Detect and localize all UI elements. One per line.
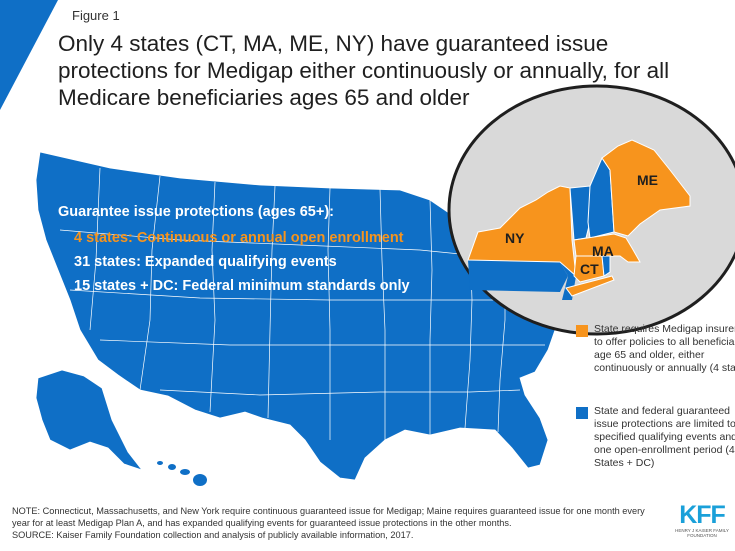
inset-label-ma: MA	[592, 243, 614, 259]
kff-logo-text: KFF	[679, 501, 726, 529]
note-text: NOTE: Connecticut, Massachusetts, and Ne…	[12, 506, 645, 528]
legend-swatch-blue	[576, 407, 588, 419]
summary-heading: Guarantee issue protections (ages 65+):	[58, 204, 334, 220]
kff-logo-subtext: HENRY J KAISER FAMILY FOUNDATION	[675, 528, 729, 538]
inset-label-me: ME	[637, 172, 658, 188]
legend-label-blue: State and federal guaranteed issue prote…	[594, 405, 735, 469]
legend-item-orange: State requires Medigap insurers to offer…	[576, 323, 735, 375]
legend-swatch-orange	[576, 325, 588, 337]
summary-row-federal: 15 states + DC: Federal minimum standard…	[74, 278, 410, 294]
kff-logo: KFF HENRY J KAISER FAMILY FOUNDATION	[672, 502, 732, 538]
figure-label: Figure 1	[72, 8, 120, 23]
corner-accent-triangle	[0, 0, 58, 110]
chart-title: Only 4 states (CT, MA, ME, NY) have guar…	[58, 31, 670, 110]
hawaii-shape	[157, 461, 207, 486]
summary-row-orange: 4 states: Continuous or annual open enro…	[74, 230, 404, 246]
inset-connecticut	[573, 255, 605, 283]
inset-label-ct: CT	[580, 261, 599, 277]
source-text: SOURCE: Kaiser Family Foundation collect…	[12, 530, 414, 540]
inset-label-ny: NY	[505, 230, 525, 246]
summary-box: Guarantee issue protections (ages 65+): …	[58, 200, 410, 298]
inset-long-island	[565, 275, 615, 297]
notes-block: NOTE: Connecticut, Massachusetts, and Ne…	[12, 505, 662, 541]
summary-row-expanded: 31 states: Expanded qualifying events	[74, 254, 337, 270]
inset-pennsylvania-area	[468, 260, 568, 292]
legend-item-blue: State and federal guaranteed issue prote…	[576, 405, 735, 470]
inset-maine	[601, 139, 691, 237]
inset-new-york	[467, 185, 577, 278]
inset-rhode-island	[601, 255, 611, 277]
inset-vermont	[569, 185, 591, 241]
alaska-shape	[35, 369, 144, 471]
legend-label-orange: State requires Medigap insurers to offer…	[594, 323, 735, 374]
